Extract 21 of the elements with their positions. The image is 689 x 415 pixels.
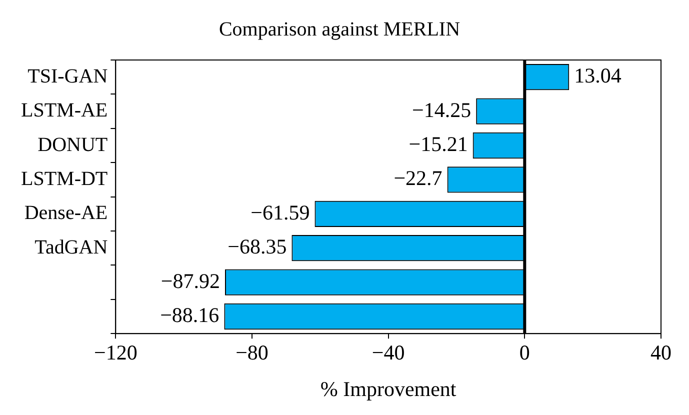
data-label: −68.35 [228, 234, 287, 259]
x-tick-label: −120 [94, 340, 138, 365]
data-label: −22.7 [394, 166, 442, 190]
y-tick-label: Dense-AE [24, 202, 108, 224]
data-label: 13.04 [574, 64, 622, 88]
data-label: −87.92 [160, 268, 220, 293]
y-tick-label: LSTM-AE [20, 100, 108, 122]
x-tick-label: −40 [372, 340, 405, 365]
y-tick-label: DONUT [38, 134, 108, 156]
x-tick-label: −80 [236, 340, 268, 365]
x-tick-label: 40 [650, 340, 672, 365]
y-tick-label: TSI-GAN [28, 65, 108, 88]
data-label: −14.25 [412, 98, 472, 122]
chart-title: Comparison against MERLIN [218, 18, 460, 40]
data-label: −88.16 [160, 303, 220, 328]
data-label: −61.59 [250, 200, 310, 224]
x-axis-title: % Improvement [320, 376, 456, 401]
y-tick-label: TadGAN [34, 236, 108, 258]
x-tick-label: 0 [519, 340, 530, 365]
y-tick-label: LSTM-DT [20, 168, 108, 190]
data-label: −15.21 [408, 132, 468, 156]
